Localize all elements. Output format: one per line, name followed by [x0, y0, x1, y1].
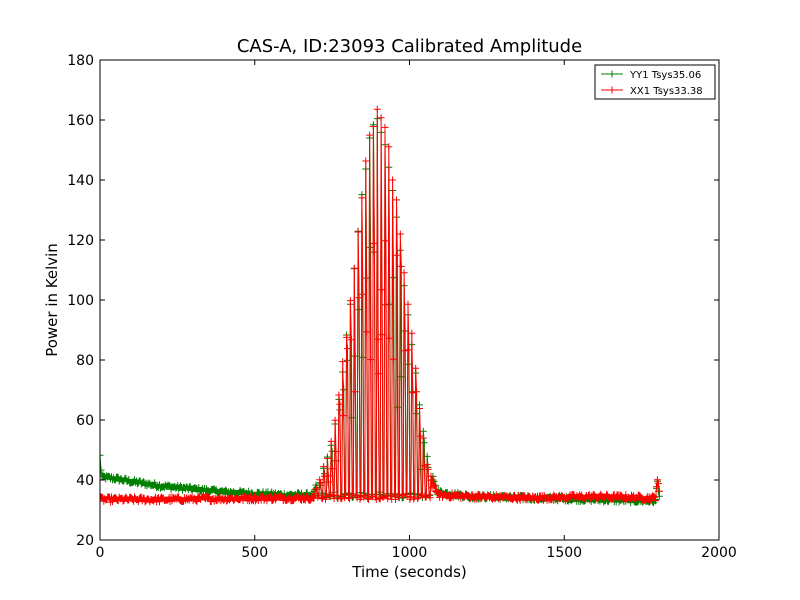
chart-title: CAS-A, ID:23093 Calibrated Amplitude	[237, 36, 582, 57]
x-tick-label: 2000	[701, 545, 737, 561]
y-tick-label: 120	[67, 233, 94, 249]
legend: YY1 Tsys35.06 XX1 Tsys33.38	[594, 64, 716, 100]
y-tick-label: 160	[67, 113, 94, 129]
y-tick-label: 80	[76, 353, 94, 369]
legend-label-0: YY1 Tsys35.06	[629, 70, 701, 81]
x-tick-label: 1500	[546, 545, 582, 561]
series-1	[100, 105, 663, 506]
x-axis-label: Time (seconds)	[351, 563, 467, 581]
y-tick-label: 100	[67, 293, 94, 309]
legend-box	[594, 64, 716, 100]
y-tick-label: 20	[76, 533, 94, 549]
y-axis-label: Power in Kelvin	[43, 243, 61, 357]
axes-layer: 0 500 1000 1500 2000 20 40 60 80 100 120 140 160 180	[67, 53, 737, 561]
series-layer	[100, 105, 663, 507]
x-tick-label: 500	[241, 545, 268, 561]
legend-label-1: XX1 Tsys33.38	[630, 86, 703, 97]
x-tick-label: 1000	[392, 545, 428, 561]
y-tick-label: 60	[76, 413, 94, 429]
y-tick-label: 40	[76, 473, 94, 489]
y-tick-label: 180	[67, 53, 94, 69]
x-tick-label: 0	[96, 545, 105, 561]
series-markers-1	[100, 105, 663, 506]
y-tick-label: 140	[67, 173, 94, 189]
